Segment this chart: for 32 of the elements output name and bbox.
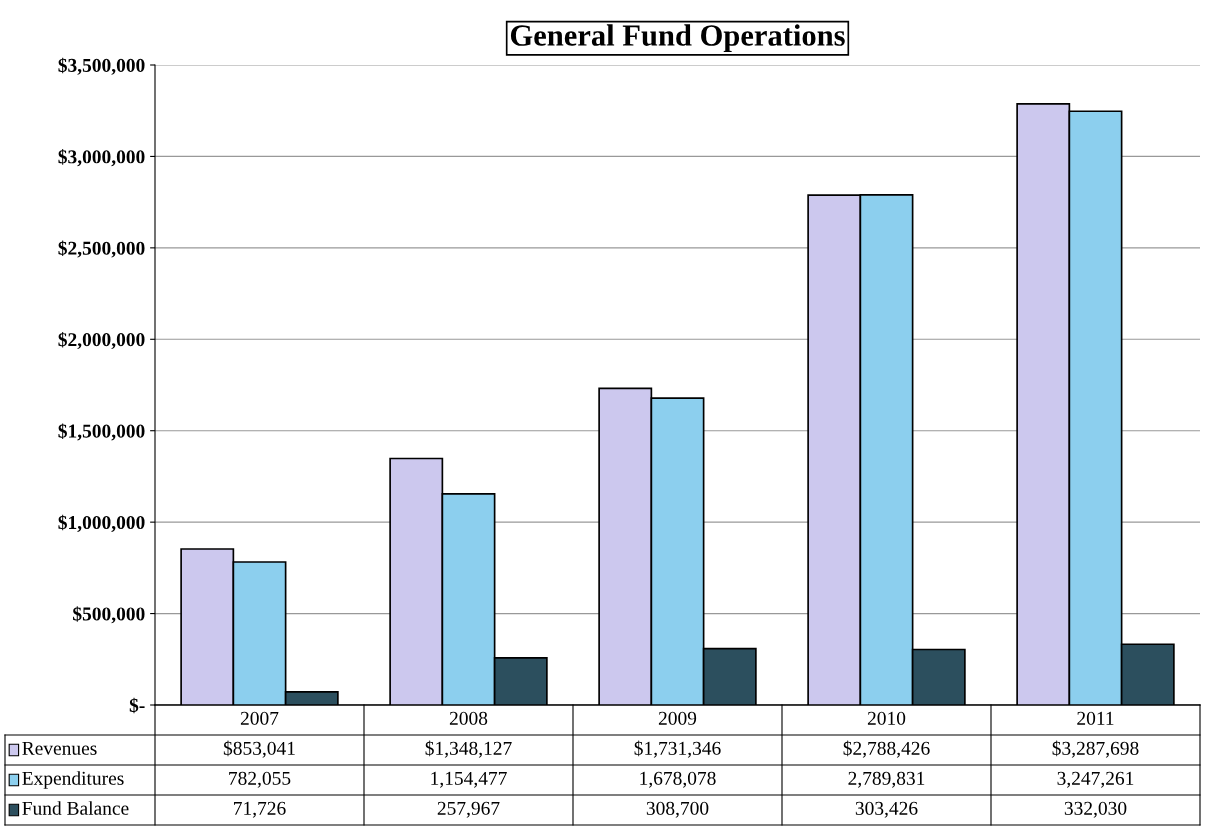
data-label: 303,426 — [855, 801, 918, 818]
x-tick-label: 2010 — [867, 711, 906, 725]
data-label: $1,348,127 — [425, 740, 512, 758]
chart-title: General Fund Operations — [510, 24, 845, 53]
legend-label: Fund Balance — [22, 801, 129, 815]
data-label: 332,030 — [1064, 801, 1127, 818]
x-tick-label: 2011 — [1077, 711, 1114, 725]
data-label: 2,789,831 — [848, 771, 925, 788]
legend-label: Revenues — [22, 741, 97, 755]
y-tick-label: $- — [129, 697, 145, 714]
x-tick-label: 2008 — [449, 711, 488, 725]
x-tick-label: 2007 — [240, 711, 279, 725]
y-tick-label: $3,000,000 — [58, 149, 145, 167]
data-label: 308,700 — [646, 801, 709, 818]
data-label: $1,731,346 — [634, 740, 721, 758]
data-label: 71,726 — [234, 801, 286, 818]
y-tick-label: $2,500,000 — [58, 240, 145, 258]
data-label: $853,041 — [223, 740, 295, 758]
data-label: 1,154,477 — [431, 771, 507, 788]
data-label: 782,055 — [229, 771, 291, 788]
y-tick-label: $1,000,000 — [58, 514, 145, 532]
data-label: 1,678,078 — [640, 771, 716, 788]
x-tick-label: 2009 — [658, 711, 697, 725]
data-label: $3,287,698 — [1052, 740, 1139, 758]
y-tick-label: $500,000 — [73, 606, 145, 624]
y-tick-label: $3,500,000 — [58, 57, 145, 75]
data-label: 257,967 — [437, 801, 500, 818]
legend-label: Expenditures — [22, 771, 124, 789]
y-tick-label: $1,500,000 — [58, 423, 145, 441]
y-tick-label: $2,000,000 — [58, 331, 145, 350]
data-label: $2,788,426 — [843, 740, 930, 758]
data-label: 3,247,261 — [1057, 771, 1134, 788]
